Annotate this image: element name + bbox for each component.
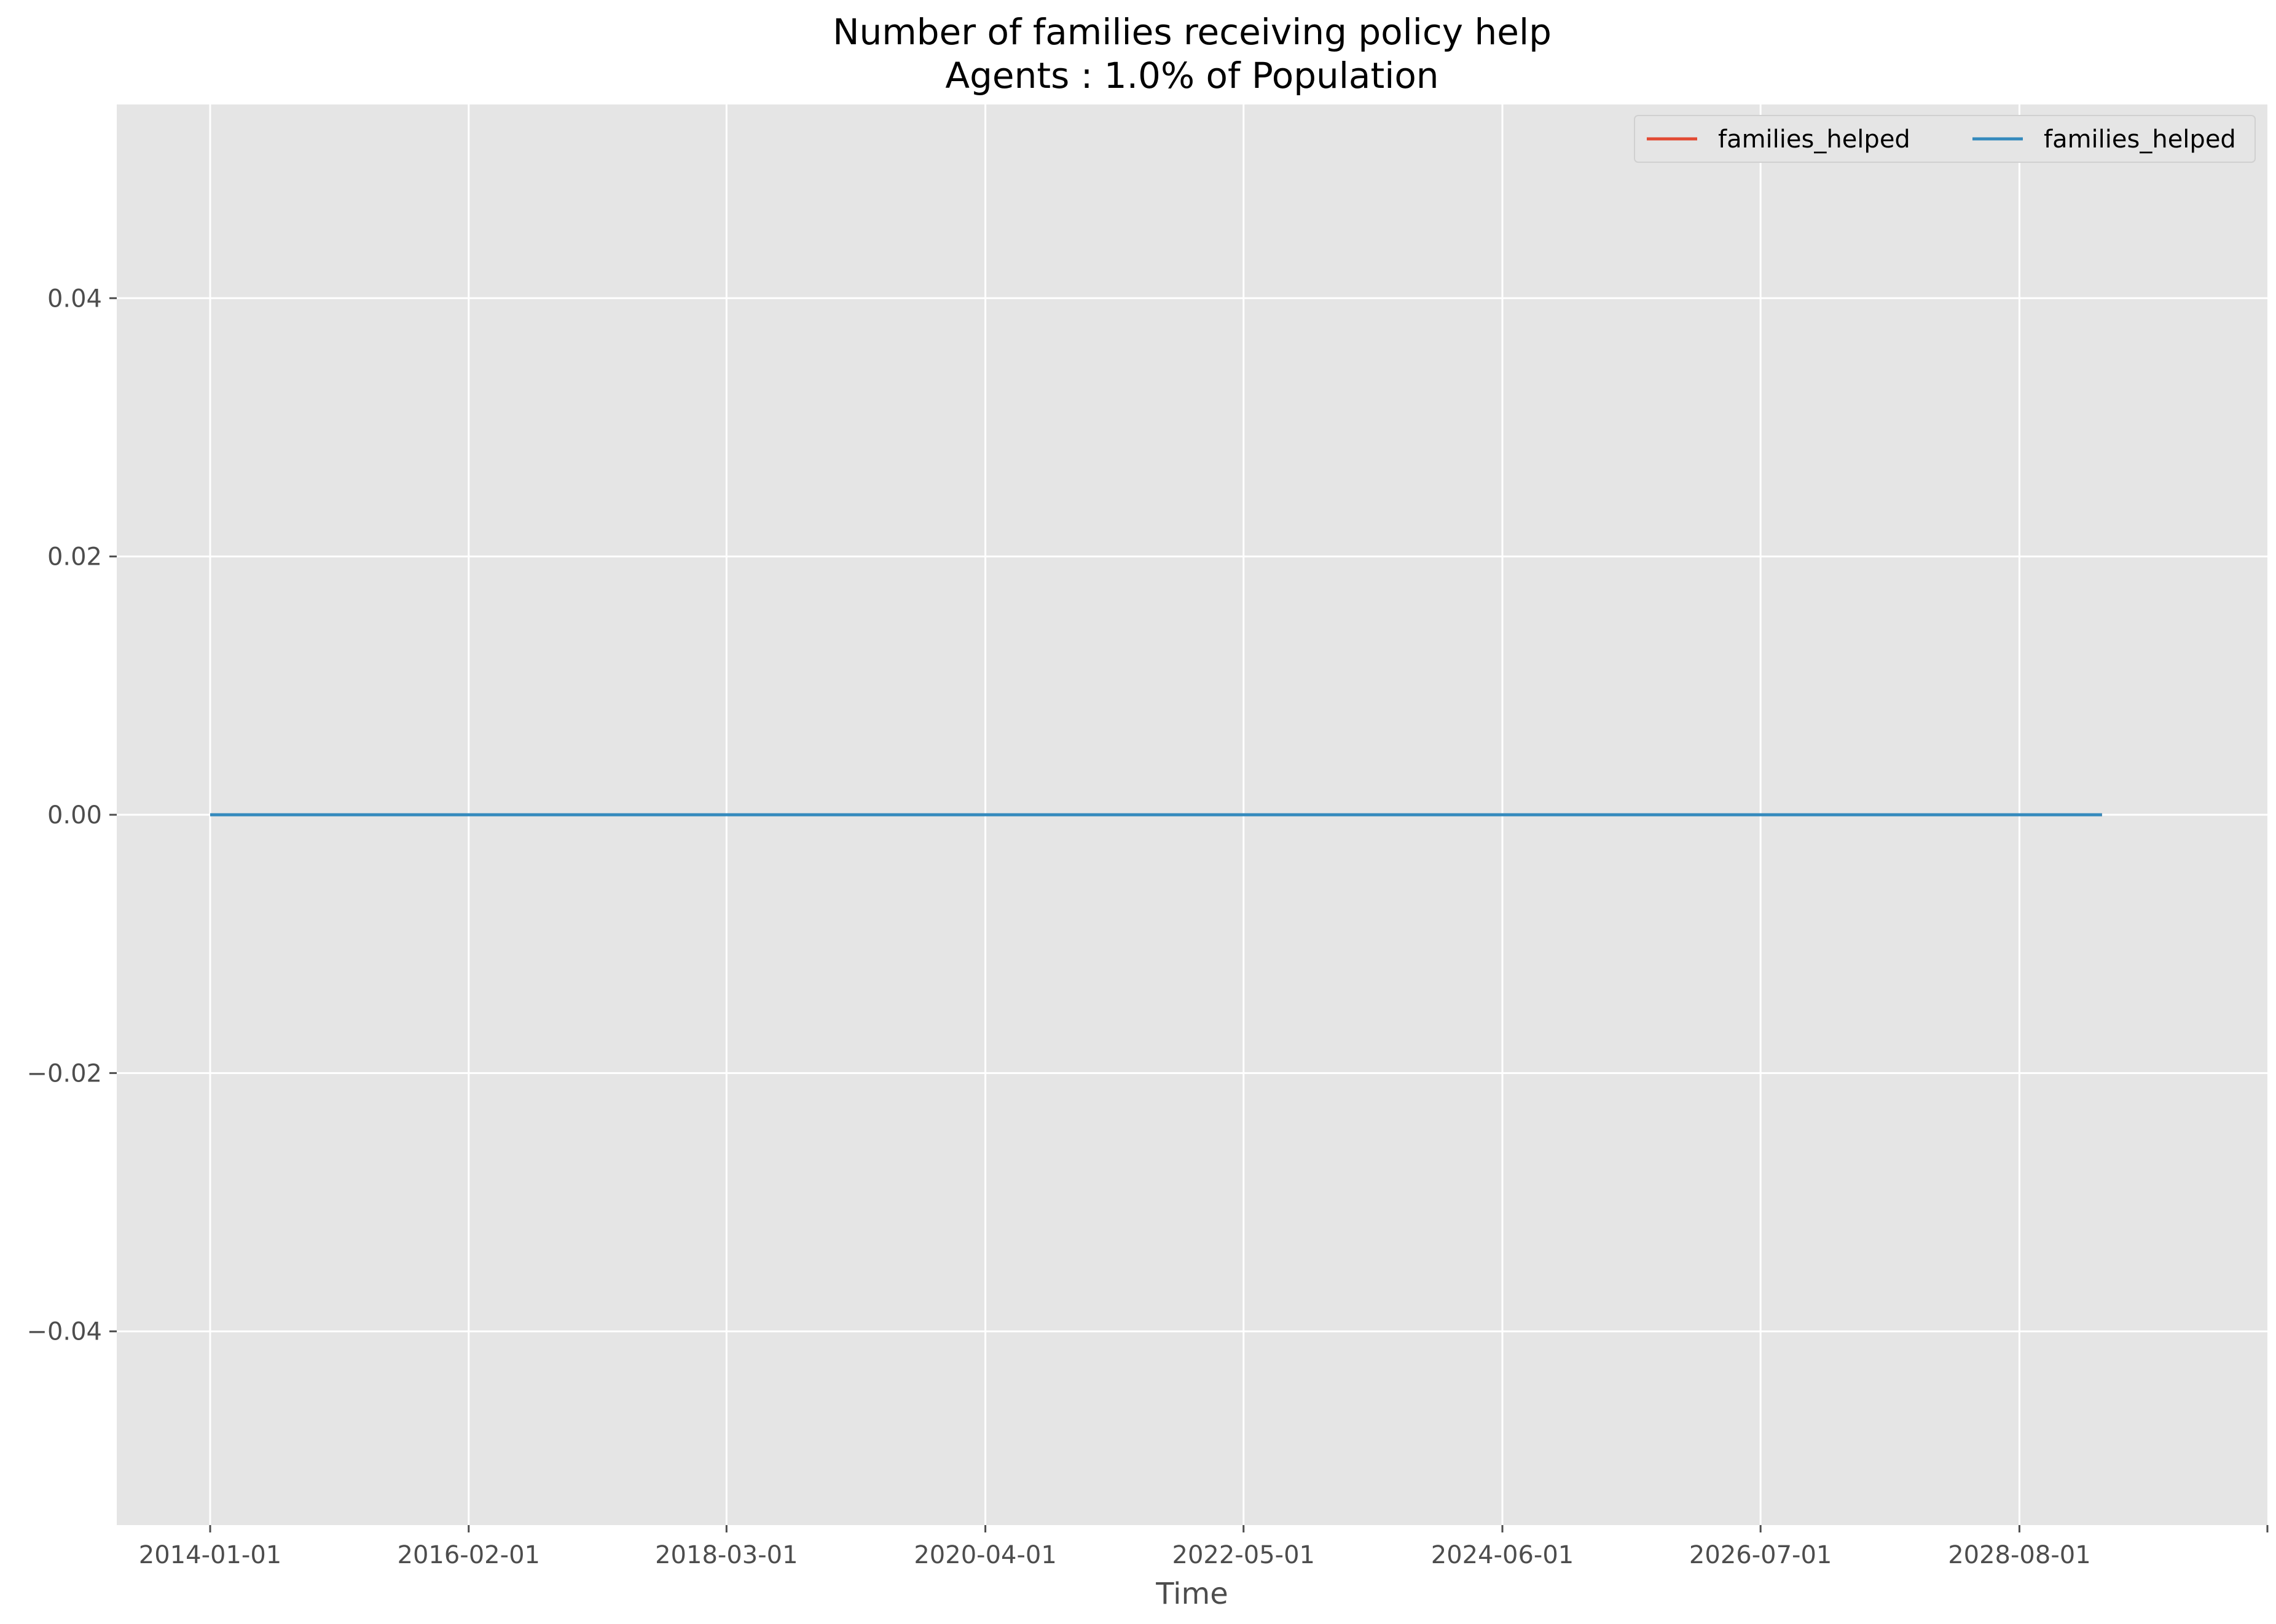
y-tick-label: 0.00 xyxy=(47,801,102,830)
chart-subtitle: Agents : 1.0% of Population xyxy=(945,55,1438,96)
legend: families_helped families_helped xyxy=(1634,115,2256,163)
x-tick-label: 2016-02-01 xyxy=(398,1541,540,1569)
y-tick-label: 0.02 xyxy=(47,543,102,571)
x-tick-label: 2026-07-01 xyxy=(1689,1541,1832,1569)
legend-label-series-1: families_helped xyxy=(1718,125,1910,154)
x-axis-label: Time xyxy=(1155,1577,1228,1611)
x-tick-label: 2018-03-01 xyxy=(655,1541,798,1569)
y-tick-label: 0.04 xyxy=(47,284,102,313)
y-tick-label: −0.02 xyxy=(26,1059,102,1088)
x-tick-label: 2024-06-01 xyxy=(1431,1541,1574,1569)
legend-frame xyxy=(1634,115,2256,163)
axis-ticks: 2014-01-01 2016-02-01 2018-03-01 2020-04-01… xyxy=(26,284,2269,1569)
x-tick-label: 2014-01-01 xyxy=(139,1541,281,1569)
x-tick-label: 2022-05-01 xyxy=(1172,1541,1315,1569)
legend-label-series-2: families_helped xyxy=(2044,125,2236,154)
y-tick-label: −0.04 xyxy=(26,1318,102,1346)
chart-title: Number of families receiving policy help xyxy=(833,11,1552,53)
x-tick-label: 2028-08-01 xyxy=(1948,1541,2090,1569)
x-tick-label: 2020-04-01 xyxy=(914,1541,1056,1569)
